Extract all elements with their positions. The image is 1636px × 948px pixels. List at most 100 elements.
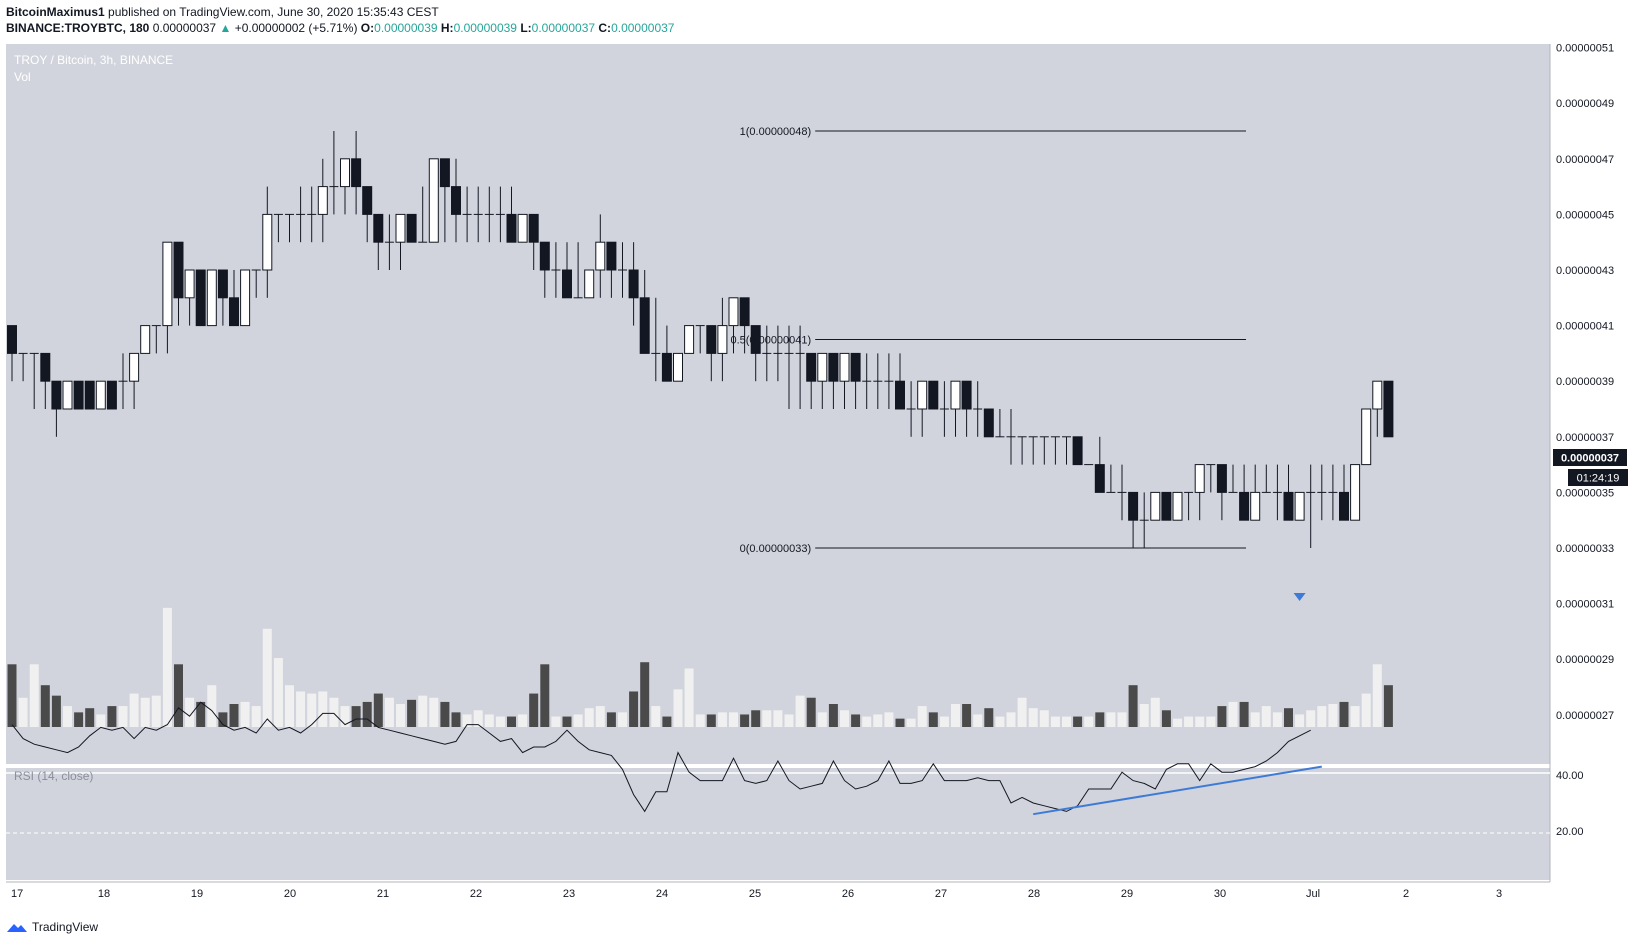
volume-bar [1195, 716, 1205, 727]
volume-bar [606, 712, 616, 727]
candle-body [184, 269, 195, 299]
volume-bar [1139, 704, 1149, 727]
volume-bar [673, 689, 683, 727]
candle-body [684, 325, 695, 354]
volume-bar [1372, 664, 1382, 727]
volume-bar [1062, 716, 1071, 727]
volume-bar [329, 697, 339, 727]
volume-bar [828, 704, 838, 727]
candle-body [1372, 380, 1383, 410]
volume-bar [384, 697, 394, 727]
volume-bars [7, 607, 1393, 727]
volume-legend: Vol [14, 70, 31, 84]
volume-bar [1050, 716, 1060, 727]
volume-bar [451, 712, 461, 727]
rsi-legend: RSI (14, close) [14, 769, 93, 783]
volume-bar [806, 697, 816, 727]
volume-bar [729, 712, 738, 727]
volume-bar [1073, 716, 1083, 727]
time-tick-label: 3 [1496, 888, 1502, 900]
volume-bar [1184, 716, 1194, 727]
volume-bar [1206, 716, 1216, 727]
fibonacci-retracement[interactable]: 1(0.00000048) 0.5(0.00000041) 0(0.00000033… [730, 126, 1246, 555]
volume-bar [107, 706, 117, 727]
time-tick-label: 26 [842, 888, 854, 900]
time-tick-label: 19 [191, 888, 203, 900]
candle-body [173, 241, 184, 299]
candle-body [839, 352, 850, 382]
candle-body [140, 325, 151, 354]
volume-bar [751, 710, 761, 727]
volume-bar [684, 668, 694, 727]
open-value: 0.00000039 [374, 21, 438, 35]
price-tick-label: 0.00000027 [1556, 710, 1614, 722]
volume-bar [18, 697, 28, 727]
time-axis[interactable]: 17 18 19 20 21 22 23 24 25 26 27 28 29 30 Jul 2 3 [11, 888, 1502, 900]
volume-bar [296, 691, 306, 727]
volume-bar [51, 695, 61, 727]
close-label: C: [598, 21, 612, 35]
volume-bar [251, 706, 261, 727]
candle-body [1383, 380, 1394, 438]
volume-bar [473, 710, 483, 727]
volume-bar [884, 712, 894, 727]
volume-bar [418, 695, 428, 727]
volume-bar [651, 706, 661, 727]
candle-body [406, 213, 417, 243]
candle-body [362, 186, 373, 215]
volume-bar [1250, 712, 1260, 727]
candle-body [717, 325, 728, 354]
candle-body [750, 325, 761, 354]
fib-level-label: 0(0.00000033) [740, 543, 812, 555]
time-tick-label: 25 [749, 888, 761, 900]
time-tick-label: 18 [98, 888, 110, 900]
volume-bar [717, 712, 727, 727]
volume-bar [1361, 693, 1371, 727]
candle-body [817, 352, 828, 382]
volume-bar [973, 714, 983, 727]
author-name[interactable]: BitcoinMaximus1 [6, 5, 105, 19]
volume-bar [1028, 708, 1038, 727]
volume-bar [129, 693, 139, 727]
volume-bar [63, 706, 72, 727]
candle-body [950, 380, 961, 410]
volume-bar [85, 708, 95, 727]
candle-body [1094, 464, 1105, 493]
candle-body [828, 352, 839, 382]
time-tick-label: 28 [1028, 888, 1040, 900]
volume-bar [1383, 685, 1393, 727]
candle-body [162, 241, 173, 327]
candle-body [428, 158, 439, 243]
open-label: O: [360, 21, 375, 35]
rsi-tick-label: 40.00 [1556, 770, 1584, 782]
candle-body [728, 297, 739, 327]
volume-bar [640, 662, 650, 727]
tradingview-logo[interactable]: TradingView [6, 920, 98, 934]
price-axis[interactable]: 0.00000051 0.00000049 0.00000047 0.00000045… [1556, 43, 1614, 722]
volume-bar [862, 716, 872, 727]
volume-bar [484, 714, 494, 727]
volume-bar [695, 714, 705, 727]
candle-body [240, 269, 251, 327]
candle-body [917, 380, 928, 410]
volume-bar [1106, 712, 1116, 727]
volume-bar [1284, 708, 1293, 727]
volume-bar [773, 710, 783, 727]
candle-body [961, 380, 972, 410]
candle-body [528, 213, 539, 243]
candle-body [1150, 491, 1161, 521]
volume-bar [318, 691, 328, 727]
volume-bar [507, 716, 516, 727]
volume-bar [518, 714, 528, 727]
volume-bar [96, 714, 106, 727]
volume-bar [1095, 712, 1105, 727]
volume-bar [1173, 718, 1182, 727]
candle-body [739, 297, 750, 327]
time-tick-label: Jul [1306, 888, 1320, 900]
candle-body [317, 186, 328, 215]
volume-bar [74, 712, 84, 727]
price-tick-label: 0.00000047 [1556, 154, 1614, 166]
volume-bar [29, 664, 39, 727]
volume-bar [618, 712, 627, 727]
